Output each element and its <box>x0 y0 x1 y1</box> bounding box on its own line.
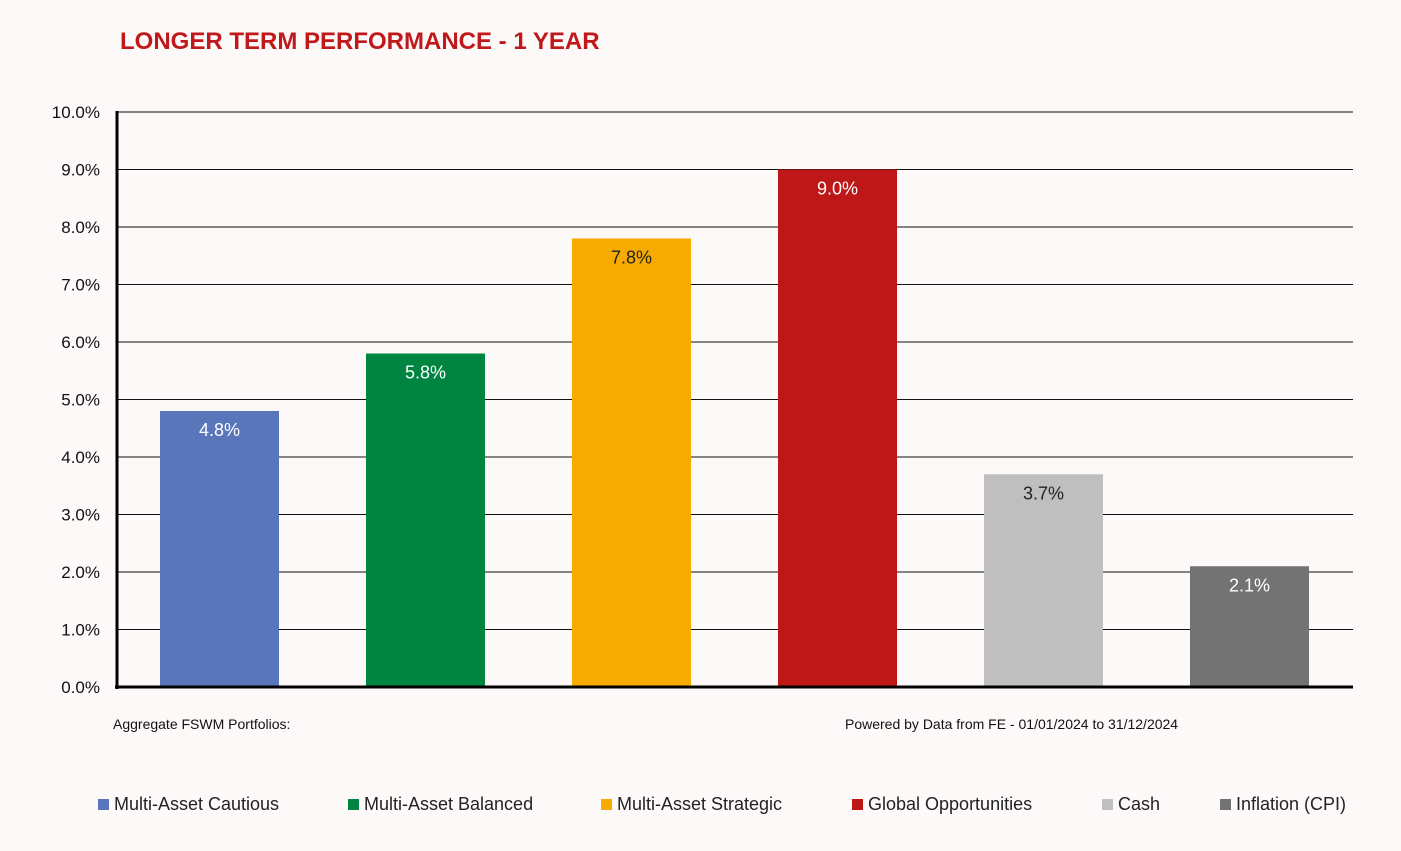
legend-item: Global Opportunities <box>852 792 1032 816</box>
y-tick-label: 4.0% <box>61 448 100 467</box>
legend-swatch <box>348 798 359 810</box>
y-tick-label: 10.0% <box>52 103 100 122</box>
y-tick-label: 8.0% <box>61 218 100 237</box>
legend-item: Multi-Asset Balanced <box>348 792 533 816</box>
legend-item: Cash <box>1102 792 1160 816</box>
legend-swatch <box>1102 798 1113 810</box>
legend-item: Multi-Asset Cautious <box>98 792 279 816</box>
y-tick-label: 9.0% <box>61 161 100 180</box>
bar <box>160 411 279 687</box>
legend-swatch <box>601 798 612 810</box>
data-label: 9.0% <box>817 179 858 199</box>
chart-title: LONGER TERM PERFORMANCE - 1 YEAR <box>120 28 600 55</box>
y-tick-label: 2.0% <box>61 563 100 582</box>
legend-label: Global Opportunities <box>868 793 1033 814</box>
y-tick-label: 1.0% <box>61 621 100 640</box>
legend-swatch <box>852 798 863 810</box>
data-label: 4.8% <box>199 420 240 440</box>
bar <box>366 353 485 687</box>
legend-label: Multi-Asset Balanced <box>364 793 534 814</box>
legend-swatch <box>98 798 109 810</box>
legend-item: Inflation (CPI) <box>1220 792 1346 816</box>
y-tick-label: 6.0% <box>61 333 100 352</box>
legend-label: Multi-Asset Strategic <box>617 793 783 814</box>
bar <box>778 169 897 687</box>
data-label: 7.8% <box>611 248 652 268</box>
bar <box>1190 566 1309 687</box>
data-label: 5.8% <box>405 363 446 383</box>
y-tick-label: 5.0% <box>61 391 100 410</box>
legend-label: Inflation (CPI) <box>1236 793 1347 814</box>
data-source-note: Powered by Data from FE - 01/01/2024 to … <box>845 716 1179 732</box>
y-tick-label: 0.0% <box>61 678 100 697</box>
portfolios-note: Aggregate FSWM Portfolios: <box>113 716 291 732</box>
y-tick-label: 7.0% <box>61 276 100 295</box>
y-tick-label: 3.0% <box>61 506 100 525</box>
data-label: 2.1% <box>1229 575 1270 595</box>
legend-item: Multi-Asset Strategic <box>601 792 782 816</box>
data-label: 3.7% <box>1023 483 1064 503</box>
legend-label: Multi-Asset Cautious <box>114 793 280 814</box>
legend-label: Cash <box>1118 793 1161 814</box>
legend-swatch <box>1220 798 1231 810</box>
bar <box>984 474 1103 687</box>
bar <box>572 238 691 687</box>
